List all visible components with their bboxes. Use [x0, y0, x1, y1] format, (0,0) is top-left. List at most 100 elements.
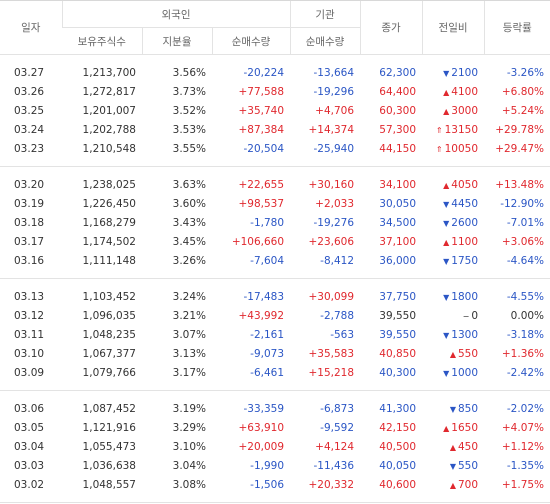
- change-value: 1000: [451, 366, 479, 379]
- change-cell: ⇑ 10050: [422, 139, 484, 167]
- value-cell: +30,099: [308, 290, 355, 303]
- value-cell: 1,103,452: [82, 290, 136, 303]
- value-cell: 39,550: [379, 328, 417, 341]
- value-cell: -2.02%: [506, 402, 545, 415]
- data-row: 03.26 1,272,817 3.73% +77,588 -19,296 64,400 ▲…: [0, 82, 550, 101]
- date-cell: 03.10: [14, 347, 45, 360]
- change-value: 700: [457, 478, 479, 491]
- value-cell: +20,009: [238, 440, 285, 453]
- header-row: 일자 외국인 기관 종가 전일비 등락률: [0, 0, 550, 55]
- value-cell: -20,224: [243, 66, 285, 79]
- data-row: 03.16 1,111,148 3.26% -7,604 -8,412 36,000 ▼ 17…: [0, 251, 550, 279]
- header-cell: 일자: [0, 0, 62, 55]
- header-cell: 전일비: [421, 0, 485, 55]
- value-cell: +3.06%: [501, 235, 545, 248]
- change-cell: ▼ 1800: [422, 279, 484, 307]
- value-cell: 1,079,766: [82, 366, 136, 379]
- change-icon: ▼: [443, 68, 450, 78]
- row-group: 03.13 1,103,452 3.24% -17,483 +30,099 37,750 ▼…: [0, 279, 550, 391]
- header-cell: 외국인: [61, 0, 291, 28]
- change-cell: ▼ 2100: [422, 55, 484, 83]
- value-cell: 1,055,473: [82, 440, 136, 453]
- value-cell: 37,750: [379, 290, 417, 303]
- header-cell: 보유주식수: [62, 27, 142, 55]
- value-cell: 1,272,817: [82, 85, 136, 98]
- change-icon: ⇑: [435, 144, 443, 154]
- value-cell: 3.55%: [172, 142, 206, 155]
- value-cell: 1,036,638: [82, 459, 136, 472]
- value-cell: +1.12%: [501, 440, 545, 453]
- value-cell: 60,300: [379, 104, 417, 117]
- value-cell: +77,588: [238, 85, 285, 98]
- header-cell: 기관: [289, 0, 361, 28]
- data-row: 03.19 1,226,450 3.60% +98,537 +2,033 30,050 ▼ 4…: [0, 194, 550, 213]
- data-row: 03.03 1,036,638 3.04% -1,990 -11,436 40,050 ▼ 5…: [0, 456, 550, 475]
- change-icon: ▲: [443, 237, 450, 247]
- value-cell: 3.60%: [172, 197, 206, 210]
- change-icon: −: [462, 311, 470, 321]
- date-cell: 03.13: [14, 290, 45, 303]
- value-cell: 37,100: [379, 235, 417, 248]
- value-cell: -4.64%: [506, 254, 545, 267]
- value-cell: +30,160: [308, 178, 355, 191]
- change-cell: ▼ 1750: [422, 251, 484, 279]
- value-cell: 3.24%: [172, 290, 206, 303]
- value-cell: +1.75%: [501, 478, 545, 491]
- change-value: 1300: [451, 328, 479, 341]
- change-icon: ▼: [443, 330, 450, 340]
- header-cell: 순매수량: [211, 27, 291, 55]
- value-cell: 3.29%: [172, 421, 206, 434]
- value-cell: +4,706: [315, 104, 355, 117]
- change-icon: ▲: [443, 87, 450, 97]
- value-cell: 1,174,502: [82, 235, 136, 248]
- table-header: 일자 외국인 기관 종가 전일비 등락률 보유주식수 지분율 순매수량 순매수량: [0, 0, 550, 55]
- change-cell: ⇑ 13150: [422, 120, 484, 139]
- value-cell: 3.08%: [172, 478, 206, 491]
- data-row: 03.09 1,079,766 3.17% -6,461 +15,218 40,300 ▼ 1…: [0, 363, 550, 391]
- value-cell: -6,461: [250, 366, 285, 379]
- change-cell: ▲ 550: [422, 344, 484, 363]
- change-value: 3000: [451, 104, 479, 117]
- header-cell: 순매수량: [289, 27, 361, 55]
- row-group: 03.06 1,087,452 3.19% -33,359 -6,873 41,300 ▼ 8…: [0, 391, 550, 503]
- date-cell: 03.05: [14, 421, 45, 434]
- value-cell: -3.18%: [506, 328, 545, 341]
- value-cell: -1.35%: [506, 459, 545, 472]
- change-value: 10050: [444, 142, 479, 155]
- change-icon: ▲: [443, 180, 450, 190]
- date-cell: 03.18: [14, 216, 45, 229]
- value-cell: 0.00%: [510, 309, 545, 322]
- value-cell: 1,201,007: [82, 104, 136, 117]
- value-cell: 3.19%: [172, 402, 206, 415]
- value-cell: 3.21%: [172, 309, 206, 322]
- data-row: 03.27 1,213,700 3.56% -20,224 -13,664 62,300 ▼…: [0, 55, 550, 83]
- value-cell: -2,161: [250, 328, 285, 341]
- data-row: 03.11 1,048,235 3.07% -2,161 -563 39,550 ▼ 1300…: [0, 325, 550, 344]
- change-cell: ▼ 550: [422, 456, 484, 475]
- data-row: 03.12 1,096,035 3.21% +43,992 -2,788 39,550−0…: [0, 306, 550, 325]
- change-icon: ▼: [449, 404, 456, 414]
- date-cell: 03.04: [14, 440, 45, 453]
- value-cell: 64,400: [379, 85, 417, 98]
- value-cell: -17,483: [243, 290, 285, 303]
- value-cell: 40,500: [379, 440, 417, 453]
- date-cell: 03.06: [14, 402, 45, 415]
- value-cell: 34,500: [379, 216, 417, 229]
- value-cell: 1,067,377: [82, 347, 136, 360]
- value-cell: 36,000: [379, 254, 417, 267]
- value-cell: -1,506: [250, 478, 285, 491]
- value-cell: 30,050: [379, 197, 417, 210]
- change-cell: ▲ 3000: [422, 101, 484, 120]
- value-cell: 3.63%: [172, 178, 206, 191]
- value-cell: 42,150: [379, 421, 417, 434]
- date-cell: 03.27: [14, 66, 45, 79]
- change-icon: ▼: [443, 256, 450, 266]
- data-row: 03.17 1,174,502 3.45% +106,660 +23,606 37,100…: [0, 232, 550, 251]
- change-value: 550: [457, 459, 479, 472]
- value-cell: -12.90%: [500, 197, 545, 210]
- data-row: 03.25 1,201,007 3.52% +35,740 +4,706 60,300 ▲ 3…: [0, 101, 550, 120]
- value-cell: -7,604: [250, 254, 285, 267]
- data-row: 03.04 1,055,473 3.10% +20,009 +4,124 40,500 ▲ 4…: [0, 437, 550, 456]
- value-cell: +106,660: [231, 235, 285, 248]
